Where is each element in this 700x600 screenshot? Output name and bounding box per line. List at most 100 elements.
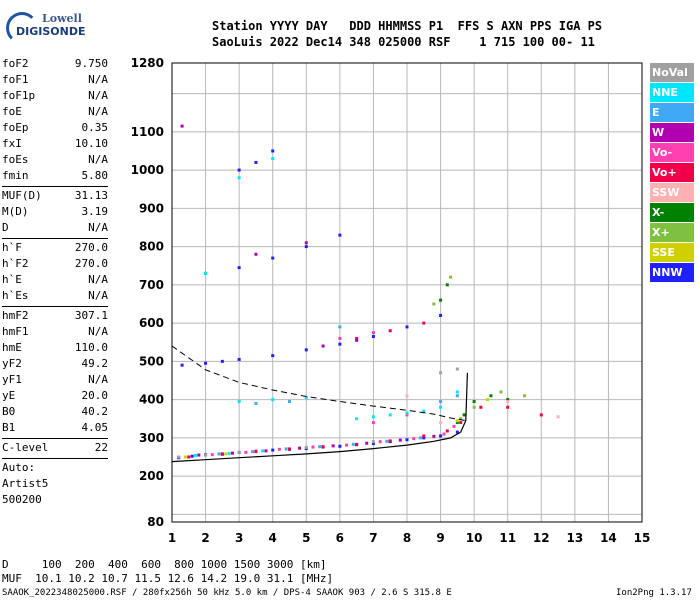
y-tick-label: 400 — [139, 393, 164, 407]
echo-point — [388, 329, 392, 333]
echo-point — [506, 398, 510, 402]
echo-point — [452, 424, 456, 428]
divider — [2, 186, 108, 187]
echo-point — [220, 359, 224, 363]
echo-point — [355, 338, 359, 342]
param-name: foEp — [2, 121, 29, 134]
param-row: hmE 110.0 — [2, 340, 108, 356]
param-value: 9.750 — [74, 57, 108, 70]
y-tick-label: 1100 — [131, 125, 164, 139]
param-name: M(D) — [2, 205, 29, 218]
echo-point — [237, 450, 241, 454]
echo-point — [405, 411, 409, 415]
param-group-confidence: C-level 22 — [2, 440, 108, 456]
legend-item: W — [650, 123, 694, 142]
echo-point — [479, 405, 483, 409]
echo-point — [405, 413, 409, 417]
param-name: foF1 — [2, 73, 29, 86]
echo-point — [210, 453, 214, 457]
x-tick-label: 8 — [403, 531, 411, 545]
legend-item: NNW — [650, 263, 694, 282]
param-group-profile: hmF2 307.1 hmF1 N/A hmE 110.0 yF2 49.2 yF1 N/A yE 2… — [2, 308, 108, 436]
x-axis-ticks: 1 2 3 4 5 6 7 8 9 10 11 12 13 14 15 — [168, 531, 651, 545]
echo-point — [405, 325, 409, 329]
echo-point — [244, 450, 248, 454]
param-value: N/A — [88, 289, 108, 302]
echo-point — [304, 241, 308, 245]
echo-point — [183, 455, 187, 459]
echo-point — [271, 157, 275, 161]
y-axis-ticks: 80 200 300 400 500 600 700 800 900 1000 1100 1280 — [131, 56, 164, 529]
echo-point — [462, 413, 466, 417]
footer-muf-row: MUF 10.1 10.2 10.7 11.5 12.6 14.2 19.0 3… — [2, 572, 334, 585]
echo-point — [439, 434, 443, 438]
param-name: yF1 — [2, 373, 22, 386]
param-row: MUF(D) 31.13 — [2, 188, 108, 204]
param-value: 31.13 — [74, 189, 108, 202]
param-value: 20.0 — [81, 389, 109, 402]
param-row: M(D) 3.19 — [2, 204, 108, 220]
param-row: hmF2 307.1 — [2, 308, 108, 324]
param-row: h`E N/A — [2, 272, 108, 288]
param-name: foE — [2, 105, 22, 118]
param-name: fmin — [2, 169, 29, 182]
echo-point — [442, 432, 446, 436]
echo-point — [355, 336, 359, 340]
echo-point — [237, 266, 241, 270]
legend-item: SSW — [650, 183, 694, 202]
echo-point — [224, 452, 228, 456]
y-tick-label: 700 — [139, 278, 164, 292]
param-name: h`Es — [2, 289, 29, 302]
echo-point — [254, 450, 258, 454]
y-tick-label: 900 — [139, 201, 164, 215]
echo-point — [556, 415, 560, 419]
legend-item: E — [650, 103, 694, 122]
echo-point — [261, 449, 265, 453]
echo-point — [418, 436, 422, 440]
echo-point — [432, 434, 436, 438]
echo-point — [227, 452, 231, 456]
echo-point — [412, 437, 416, 441]
echo-point — [288, 447, 291, 451]
echo-points — [177, 124, 560, 460]
param-value: N/A — [88, 153, 108, 166]
param-name: hmE — [2, 341, 22, 354]
param-value: 4.05 — [81, 421, 109, 434]
echo-point — [311, 445, 315, 449]
echo-point — [284, 447, 288, 451]
echo-point — [204, 361, 208, 365]
header-line-1: Station YYYY DAY DDD HHMMSS P1 FFS S AXN… — [212, 19, 603, 33]
x-tick-label: 4 — [269, 531, 277, 545]
x-tick-label: 3 — [235, 531, 243, 545]
echo-point — [489, 394, 493, 398]
echo-point — [378, 440, 382, 444]
digisonde-logo: Lowell DIGISONDE — [4, 6, 85, 44]
param-row: foEs N/A — [2, 152, 108, 168]
divider — [2, 458, 108, 459]
echo-point — [385, 439, 389, 443]
param-row: yF2 49.2 — [2, 356, 108, 372]
echo-point — [237, 357, 241, 361]
echo-point — [455, 390, 459, 394]
param-row: D N/A — [2, 220, 108, 236]
param-row: fxI 10.10 — [2, 136, 108, 152]
echo-point — [398, 438, 402, 442]
echo-point — [455, 419, 459, 423]
echo-point — [180, 363, 184, 367]
echo-point — [197, 453, 201, 457]
echo-point — [455, 430, 459, 434]
echo-point — [220, 452, 224, 456]
echo-point — [472, 400, 476, 404]
param-name: foF2 — [2, 57, 29, 70]
echo-point — [304, 348, 308, 352]
auto-version: 500200 — [2, 493, 42, 506]
echo-point — [422, 409, 426, 413]
echo-point — [204, 271, 208, 275]
echo-point — [351, 442, 355, 446]
y-tick-label: 1000 — [131, 163, 164, 177]
echo-point — [321, 344, 325, 348]
y-tick-label: 80 — [147, 515, 164, 529]
param-value: 3.19 — [81, 205, 109, 218]
x-tick-label: 9 — [436, 531, 444, 545]
x-tick-label: 7 — [369, 531, 377, 545]
